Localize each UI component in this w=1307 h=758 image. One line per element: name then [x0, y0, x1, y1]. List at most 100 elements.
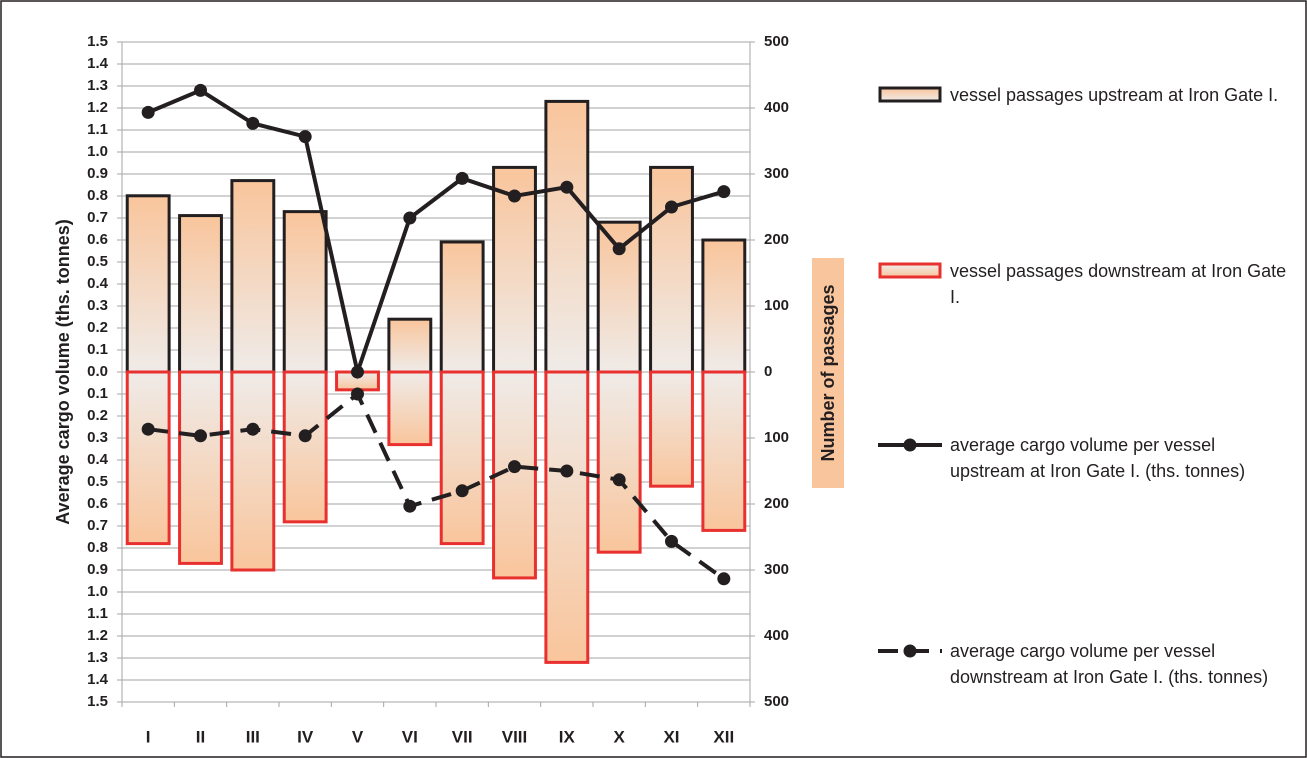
marker — [403, 499, 417, 513]
y-tick-label: 0.9 — [87, 561, 108, 578]
y2-tick-label: 0 — [764, 363, 772, 380]
bar — [230, 179, 276, 374]
y-tick-label: 0.3 — [87, 429, 108, 446]
marker — [612, 473, 626, 487]
y2-tick-label: 300 — [764, 165, 789, 182]
bar — [125, 194, 171, 374]
swatch-marker — [903, 438, 917, 452]
marker — [194, 83, 207, 97]
marker — [351, 387, 364, 401]
y2-tick-label: 500 — [764, 693, 789, 710]
y-tick-label: 1.2 — [87, 99, 108, 116]
y2-tick-label: 300 — [764, 561, 789, 578]
y2-tick-label: 400 — [764, 627, 789, 644]
marker — [246, 116, 260, 130]
y-tick-label: 0.9 — [87, 165, 108, 182]
x-tick-label: XII — [713, 727, 734, 746]
x-tick-label: VII — [452, 727, 473, 746]
swatch-bar — [878, 86, 942, 103]
y-tick-label: 0.2 — [87, 407, 108, 424]
marker — [298, 429, 312, 443]
y-tick-label: 0.1 — [87, 385, 108, 402]
legend-label: vessel passages upstream at Iron Gate I. — [950, 85, 1279, 105]
x-tick-label: V — [352, 727, 364, 746]
y-tick-label: 1.1 — [87, 121, 108, 138]
y2-label-bg — [812, 258, 844, 488]
line — [147, 390, 725, 581]
bar — [649, 165, 694, 374]
x-tick-label: IX — [559, 727, 576, 746]
marker — [351, 365, 364, 379]
bar — [178, 370, 223, 565]
legend-swatch — [878, 644, 942, 658]
marker — [612, 242, 626, 256]
y-tick-label: 0.7 — [87, 209, 108, 226]
y-tick-label: 0.4 — [87, 451, 109, 468]
bar — [544, 99, 590, 374]
legend-label: average cargo volume per vessel upstream… — [950, 435, 1246, 481]
marker — [560, 464, 574, 478]
marker — [298, 130, 312, 144]
bar — [178, 214, 223, 374]
y-tick-label: 0.2 — [87, 319, 108, 336]
legend-label: average cargo volume per vessel downstre… — [950, 641, 1269, 687]
marker — [665, 534, 678, 548]
marker — [508, 189, 521, 203]
marker — [455, 171, 469, 185]
bar — [230, 370, 276, 572]
marker — [246, 422, 260, 436]
legend-swatch — [878, 86, 942, 103]
y2-tick-label: 100 — [764, 297, 789, 314]
y-tick-label: 1.1 — [87, 605, 108, 622]
x-tick-label: I — [146, 727, 151, 746]
legend-item: average cargo volume per vessel upstream… — [878, 432, 1298, 484]
bar — [701, 238, 747, 374]
y-tick-label: 1.5 — [87, 33, 108, 50]
bar — [282, 210, 328, 374]
x-tick-label: II — [196, 727, 205, 746]
y-tick-label: 0.6 — [87, 231, 108, 248]
y-tick-label: 0.8 — [87, 187, 108, 204]
legend-item: vessel passages downstream at Iron Gate … — [878, 258, 1298, 310]
swatch-marker — [903, 644, 917, 658]
y-tick-label: 1.3 — [87, 77, 108, 94]
y2-tick-label: 500 — [764, 33, 789, 50]
legend-item: average cargo volume per vessel downstre… — [878, 638, 1298, 690]
bar — [387, 370, 433, 447]
y-tick-label: 1.3 — [87, 649, 108, 666]
marker — [455, 484, 469, 498]
y-tick-label: 1.4 — [87, 671, 109, 688]
y-tick-label: 0.5 — [87, 253, 108, 270]
y-tick-label: 0.3 — [87, 297, 108, 314]
y-tick-label: 0.0 — [87, 363, 108, 380]
bar — [387, 317, 433, 374]
bar — [544, 370, 590, 664]
y-axis-label: Average cargo volume (ths. tonnes) — [53, 219, 73, 524]
y2-axis-label: Number of passages — [818, 284, 838, 461]
bar — [282, 370, 328, 524]
marker — [403, 211, 417, 225]
marker — [508, 460, 521, 474]
marker — [717, 572, 731, 586]
y-tick-label: 0.8 — [87, 539, 108, 556]
legend-swatch — [878, 262, 942, 279]
bar — [596, 370, 642, 554]
y-tick-label: 0.4 — [87, 275, 109, 292]
x-tick-label: IV — [297, 727, 314, 746]
y-tick-label: 0.5 — [87, 473, 108, 490]
marker — [141, 105, 155, 119]
marker — [141, 422, 155, 436]
bar — [439, 240, 485, 374]
legend-swatch — [878, 438, 942, 452]
y2-tick-label: 400 — [764, 99, 789, 116]
marker — [717, 185, 731, 199]
y-tick-label: 1.0 — [87, 583, 108, 600]
marker — [665, 200, 678, 214]
swatch-bar — [878, 262, 942, 279]
y2-tick-label: 200 — [764, 495, 789, 512]
line — [147, 88, 725, 380]
x-tick-label: XI — [663, 727, 679, 746]
